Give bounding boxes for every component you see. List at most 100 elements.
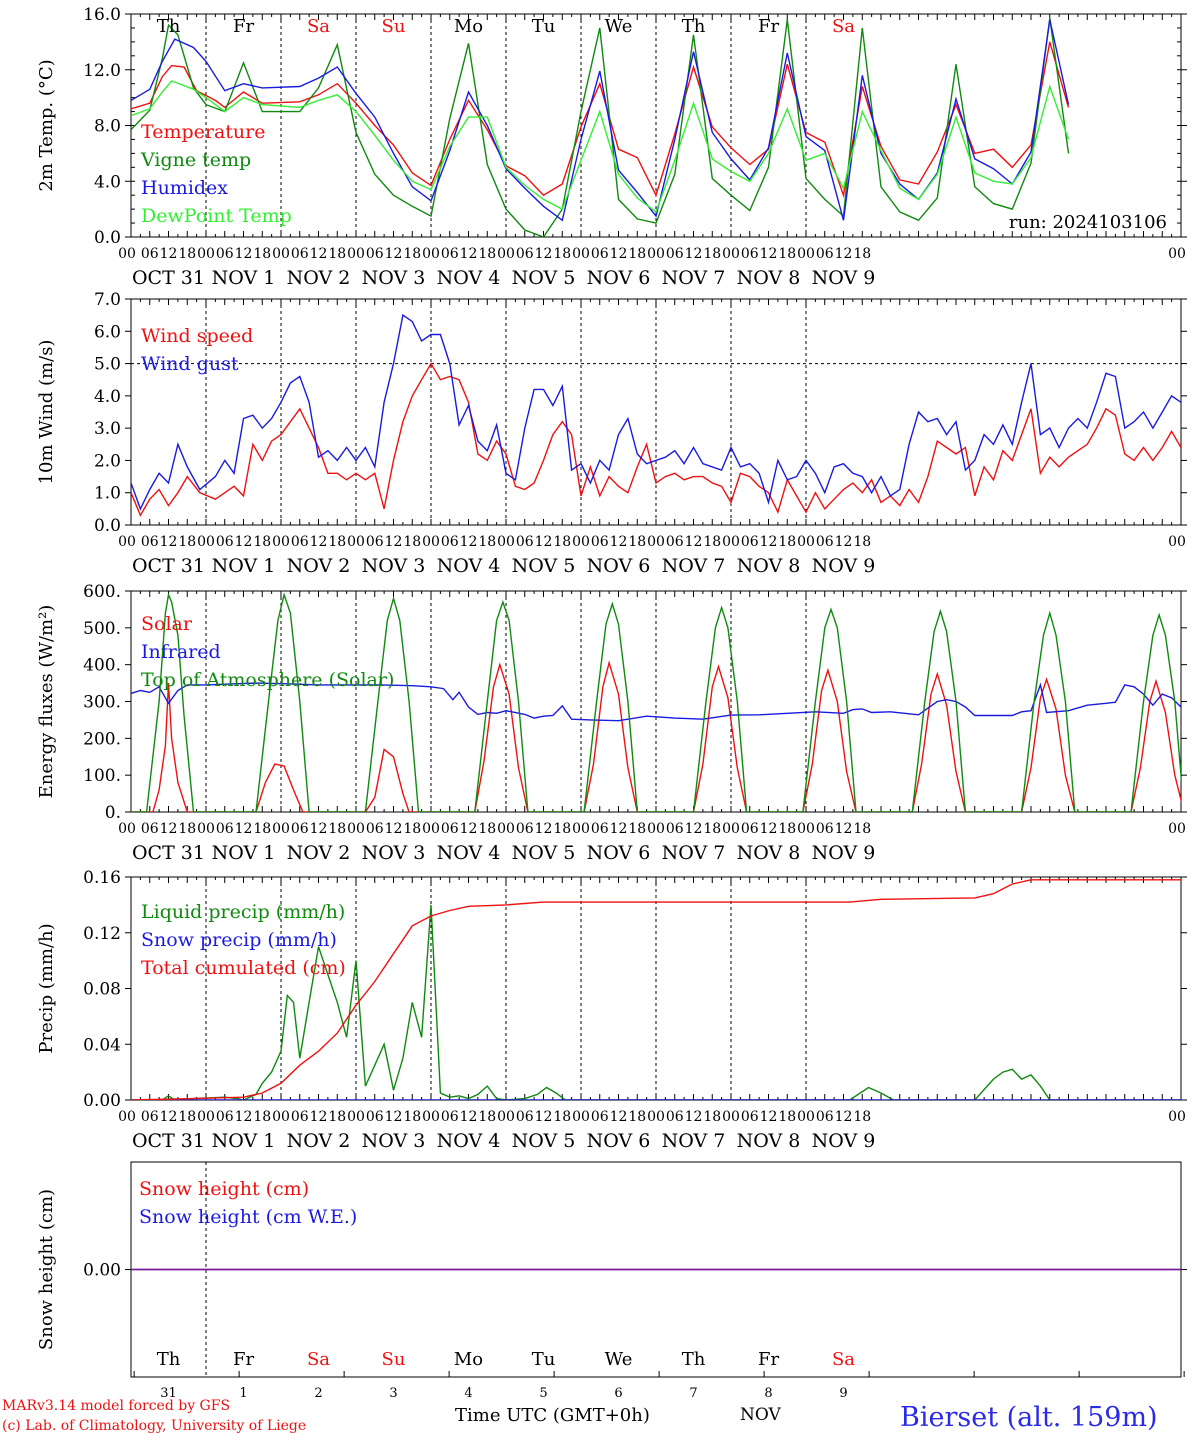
flux-ylabel: Energy fluxes (W/m²) — [36, 605, 57, 799]
wind-ytick-label: 0.0 — [94, 516, 121, 536]
temp-hour-label: 18 — [178, 246, 196, 262]
temp-hour-label: 18 — [478, 246, 496, 262]
flux-date-label: NOV 9 — [812, 842, 876, 864]
flux-date-label: OCT 31 — [132, 842, 205, 864]
wind-hour-label: 18 — [253, 534, 271, 550]
flux-ytick-label: 600. — [83, 582, 121, 602]
temp-hour-label: 06 — [516, 246, 534, 262]
flux-hour-label: 12 — [535, 821, 553, 837]
flux-ytick-label: 500. — [83, 619, 121, 639]
snow-weekday-label: Sa — [832, 1349, 855, 1370]
temp-hour-label: 06 — [141, 246, 159, 262]
wind-date-label: NOV 8 — [737, 555, 801, 577]
wind-panel — [125, 298, 1187, 526]
temp-hour-label: 18 — [553, 246, 571, 262]
wind-series-line — [131, 313, 1181, 511]
wind-hour-label: 00 — [422, 534, 440, 550]
wind-legend-entry: Wind gust — [141, 353, 239, 375]
precip-hour-label: 18 — [703, 1109, 721, 1125]
wind-hour-label: 06 — [741, 534, 759, 550]
precip-hour-label: 00 — [272, 1109, 290, 1125]
temp-hour-label: 12 — [310, 246, 328, 262]
precip-hour-label: 12 — [685, 1109, 703, 1125]
temp-panel — [125, 13, 1187, 238]
flux-hour-label: 00 — [1168, 821, 1186, 837]
flux-hour-label: 18 — [853, 821, 871, 837]
temp-legend-entry: Vigne temp — [140, 149, 251, 171]
wind-hour-label: 12 — [685, 534, 703, 550]
flux-hour-label: 18 — [328, 821, 346, 837]
flux-panel — [125, 590, 1187, 813]
wind-hour-label: 06 — [141, 534, 159, 550]
snow-day-number: 8 — [764, 1386, 772, 1401]
flux-hour-label: 00 — [497, 821, 515, 837]
precip-legend-entry: Total cumulated (cm) — [141, 957, 346, 979]
temp-hour-label: 06 — [366, 246, 384, 262]
wind-hour-label: 12 — [835, 534, 853, 550]
flux-hour-label: 00 — [422, 821, 440, 837]
snow-weekday-label: Th — [157, 1349, 181, 1370]
temp-ytick-label: 8.0 — [94, 117, 121, 137]
wind-hour-label: 00 — [1168, 534, 1186, 550]
precip-hour-label: 12 — [835, 1109, 853, 1125]
flux-date-label: NOV 6 — [587, 842, 651, 864]
wind-hour-label: 12 — [160, 534, 178, 550]
flux-series-line — [131, 660, 1181, 812]
temp-hour-label: 00 — [422, 246, 440, 262]
flux-hour-label: 00 — [647, 821, 665, 837]
precip-hour-label: 18 — [553, 1109, 571, 1125]
flux-hour-label: 12 — [835, 821, 853, 837]
precip-ytick-label: 0.12 — [83, 924, 121, 944]
temp-hour-label: 00 — [118, 246, 136, 262]
wind-hour-label: 00 — [197, 534, 215, 550]
temp-ytick-label: 12.0 — [83, 61, 121, 81]
wind-date-label: NOV 9 — [812, 555, 876, 577]
precip-legend-entry: Snow precip (mm/h) — [141, 929, 337, 951]
run-label: run: 2024103106 — [1009, 212, 1167, 233]
wind-hour-label: 18 — [553, 534, 571, 550]
weekday-label: Th — [682, 16, 706, 37]
temp-hour-label: 00 — [797, 246, 815, 262]
wind-hour-label: 06 — [291, 534, 309, 550]
flux-hour-label: 00 — [722, 821, 740, 837]
flux-hour-label: 06 — [216, 821, 234, 837]
precip-ytick-label: 0.08 — [83, 980, 121, 1000]
wind-date-label: NOV 7 — [662, 555, 726, 577]
precip-date-label: NOV 3 — [362, 1130, 426, 1152]
precip-panel — [125, 876, 1187, 1101]
wind-hour-label: 12 — [610, 534, 628, 550]
precip-date-label: NOV 2 — [287, 1130, 351, 1152]
flux-hour-label: 18 — [628, 821, 646, 837]
temp-hour-label: 00 — [197, 246, 215, 262]
temp-hour-label: 12 — [760, 246, 778, 262]
precip-legend-entry: Liquid precip (mm/h) — [141, 901, 345, 923]
flux-hour-label: 06 — [666, 821, 684, 837]
temp-hour-label: 06 — [816, 246, 834, 262]
snow-ytick-label: 0.00 — [83, 1261, 121, 1281]
precip-hour-label: 06 — [516, 1109, 534, 1125]
precip-hour-label: 18 — [478, 1109, 496, 1125]
precip-date-label: NOV 7 — [662, 1130, 726, 1152]
weekday-label: We — [605, 16, 633, 37]
flux-hour-label: 18 — [778, 821, 796, 837]
wind-date-label: NOV 4 — [437, 555, 501, 577]
wind-hour-label: 00 — [497, 534, 515, 550]
temp-hour-label: 00 — [272, 246, 290, 262]
precip-hour-label: 00 — [422, 1109, 440, 1125]
temp-hour-label: 06 — [591, 246, 609, 262]
precip-date-label: NOV 1 — [212, 1130, 276, 1152]
flux-ytick-label: 200. — [83, 729, 121, 749]
flux-ytick-label: 0. — [105, 803, 121, 823]
flux-hour-label: 00 — [272, 821, 290, 837]
snow-weekday-label: Tu — [532, 1349, 556, 1370]
wind-hour-label: 06 — [591, 534, 609, 550]
snow-weekday-label: Su — [382, 1349, 406, 1370]
precip-hour-label: 00 — [118, 1109, 136, 1125]
snow-day-number: 2 — [314, 1386, 322, 1401]
snow-day-number: 31 — [160, 1386, 177, 1401]
wind-hour-label: 18 — [778, 534, 796, 550]
flux-ytick-label: 400. — [83, 656, 121, 676]
precip-date-label: NOV 6 — [587, 1130, 651, 1152]
wind-hour-label: 06 — [216, 534, 234, 550]
precip-ytick-label: 0.16 — [83, 868, 121, 888]
